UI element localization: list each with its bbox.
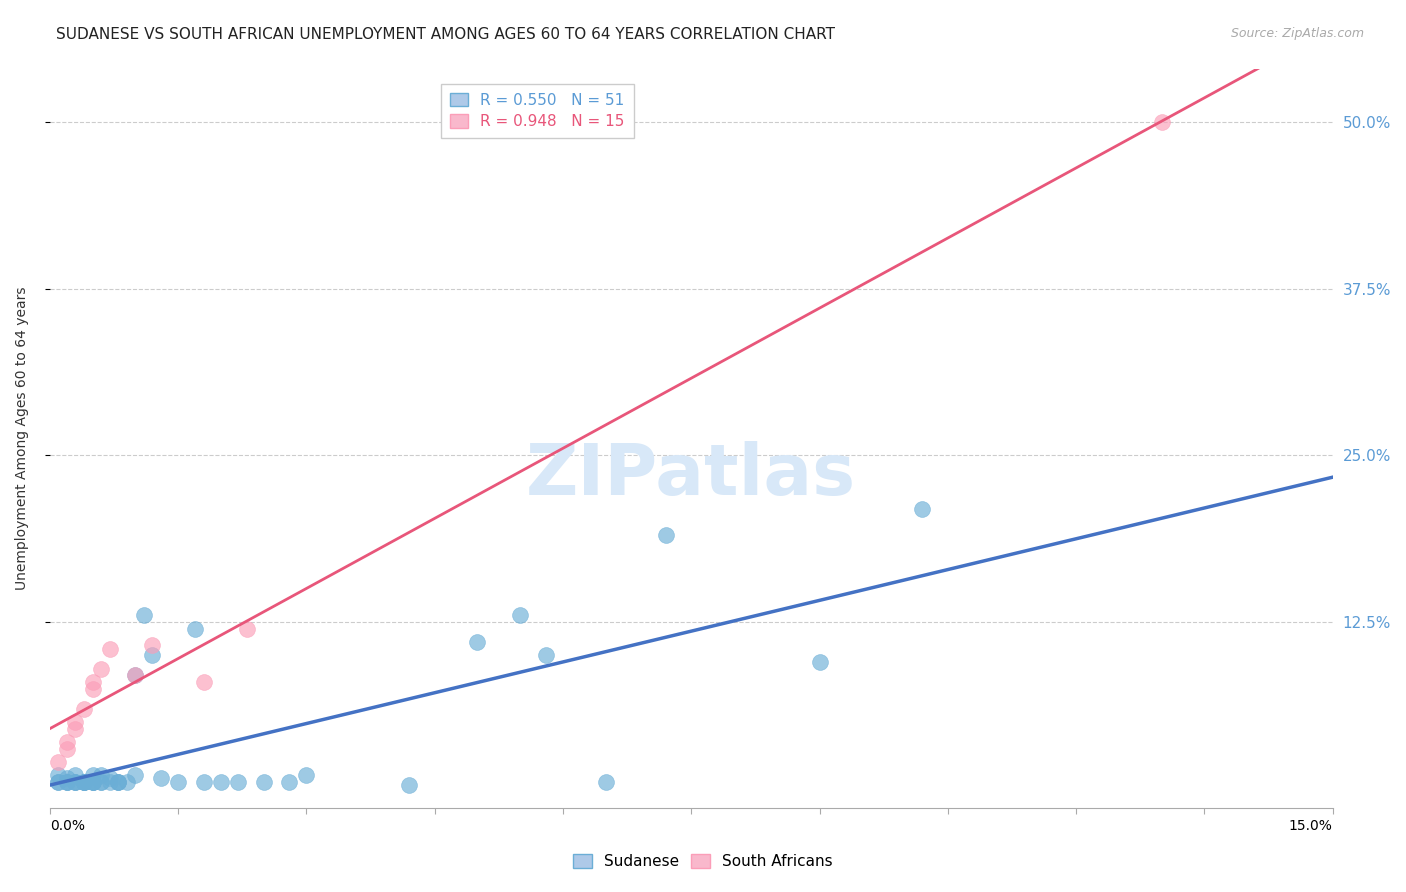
Point bbox=[56, 774, 79, 789]
Point bbox=[193, 674, 215, 689]
Text: Source: ZipAtlas.com: Source: ZipAtlas.com bbox=[1230, 27, 1364, 40]
Point bbox=[48, 774, 70, 789]
Point bbox=[73, 774, 96, 789]
Point bbox=[65, 722, 87, 736]
Point bbox=[82, 681, 104, 696]
Point bbox=[90, 774, 112, 789]
Point bbox=[124, 668, 146, 682]
Point bbox=[90, 661, 112, 675]
Point bbox=[73, 774, 96, 789]
Point bbox=[56, 771, 79, 785]
Point bbox=[98, 641, 121, 656]
Point bbox=[654, 528, 676, 542]
Point bbox=[82, 774, 104, 789]
Point bbox=[48, 774, 70, 789]
Point bbox=[107, 774, 129, 789]
Point bbox=[56, 741, 79, 756]
Point bbox=[56, 735, 79, 749]
Point bbox=[65, 774, 87, 789]
Point bbox=[82, 774, 104, 789]
Point bbox=[509, 608, 531, 623]
Text: SUDANESE VS SOUTH AFRICAN UNEMPLOYMENT AMONG AGES 60 TO 64 YEARS CORRELATION CHA: SUDANESE VS SOUTH AFRICAN UNEMPLOYMENT A… bbox=[56, 27, 835, 42]
Point bbox=[65, 714, 87, 729]
Point bbox=[115, 774, 138, 789]
Point bbox=[235, 622, 257, 636]
Point bbox=[107, 774, 129, 789]
Y-axis label: Unemployment Among Ages 60 to 64 years: Unemployment Among Ages 60 to 64 years bbox=[15, 286, 30, 591]
Point bbox=[107, 774, 129, 789]
Point bbox=[278, 774, 301, 789]
Point bbox=[90, 768, 112, 782]
Point bbox=[56, 774, 79, 789]
Point bbox=[808, 655, 831, 669]
Point bbox=[65, 774, 87, 789]
Point bbox=[1150, 115, 1173, 129]
Point bbox=[141, 638, 163, 652]
Point bbox=[124, 668, 146, 682]
Point bbox=[141, 648, 163, 662]
Point bbox=[226, 774, 249, 789]
Point bbox=[56, 774, 79, 789]
Point bbox=[82, 774, 104, 789]
Point bbox=[82, 774, 104, 789]
Legend: R = 0.550   N = 51, R = 0.948   N = 15: R = 0.550 N = 51, R = 0.948 N = 15 bbox=[440, 84, 634, 138]
Point bbox=[73, 774, 96, 789]
Point bbox=[132, 608, 155, 623]
Text: ZIPatlas: ZIPatlas bbox=[526, 441, 856, 510]
Point bbox=[467, 635, 489, 649]
Point bbox=[209, 774, 232, 789]
Point bbox=[295, 768, 318, 782]
Point bbox=[98, 771, 121, 785]
Point bbox=[398, 777, 420, 791]
Point bbox=[82, 768, 104, 782]
Point bbox=[167, 774, 190, 789]
Point bbox=[193, 774, 215, 789]
Point bbox=[82, 674, 104, 689]
Point bbox=[150, 771, 173, 785]
Point bbox=[73, 701, 96, 715]
Legend: Sudanese, South Africans: Sudanese, South Africans bbox=[568, 848, 838, 875]
Point bbox=[98, 774, 121, 789]
Text: 15.0%: 15.0% bbox=[1289, 819, 1333, 833]
Point bbox=[48, 768, 70, 782]
Text: 0.0%: 0.0% bbox=[49, 819, 84, 833]
Point bbox=[90, 774, 112, 789]
Point bbox=[534, 648, 557, 662]
Point bbox=[48, 755, 70, 769]
Point bbox=[65, 768, 87, 782]
Point bbox=[184, 622, 207, 636]
Point bbox=[73, 774, 96, 789]
Point bbox=[124, 768, 146, 782]
Point bbox=[253, 774, 276, 789]
Point bbox=[73, 774, 96, 789]
Point bbox=[911, 501, 934, 516]
Point bbox=[65, 774, 87, 789]
Point bbox=[595, 774, 617, 789]
